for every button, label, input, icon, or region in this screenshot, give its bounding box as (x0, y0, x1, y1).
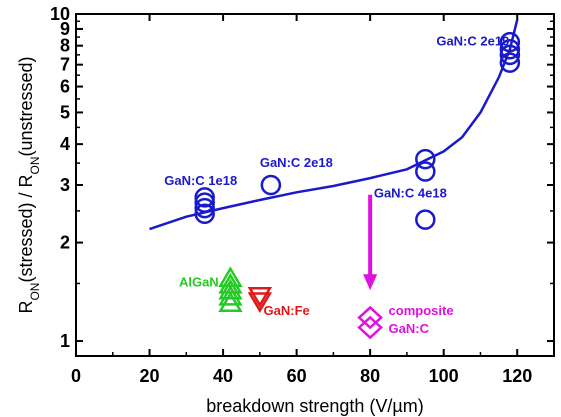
data-point-triangle-up (218, 266, 243, 288)
fit-curve (149, 19, 519, 231)
data-point-triangle-up (218, 291, 243, 313)
x-tick-label: 100 (429, 366, 459, 386)
data-point-circle (499, 39, 521, 60)
data-point-circle (194, 187, 215, 208)
y-tick-label: 9 (60, 19, 70, 39)
y-tick-label: 3 (60, 175, 70, 195)
data-point-circle (415, 209, 436, 230)
y-tick-label: 6 (60, 77, 70, 97)
annotation-label: GaN:Fe (264, 303, 310, 318)
y-tick-label: 4 (60, 134, 70, 154)
y-tick-label: 1 (60, 331, 70, 351)
fit-curve-group (149, 19, 519, 231)
x-tick-label: 60 (287, 366, 307, 386)
data-point-circle (194, 197, 215, 219)
y-tick-label: 8 (60, 36, 70, 56)
annotation-label: AlGaN (179, 274, 219, 289)
annotation-label: GaN:C 2e18 (260, 155, 333, 170)
x-tick-label: 20 (140, 366, 160, 386)
annotation-label: composite (389, 303, 454, 318)
arrow-head (363, 274, 378, 291)
data-point-circle (499, 31, 521, 53)
data-point-circle (415, 148, 436, 170)
data-point-triangle-up (218, 272, 243, 294)
data-point-triangle-down (247, 287, 273, 308)
x-tick-label: 0 (71, 366, 81, 386)
y-tick-label: 10 (50, 4, 70, 24)
y-axis-label: RON(stressed) / RON(unstressed) (16, 56, 42, 313)
data-point-circle (499, 52, 521, 73)
data-point-diamond (357, 315, 384, 340)
arrow-group (363, 194, 378, 291)
plot-frame (75, 13, 555, 357)
y-tick-label: 2 (60, 233, 70, 253)
data-point-triangle-up (218, 278, 243, 300)
y-tick-label: 5 (60, 102, 70, 122)
x-tick-label: 120 (502, 366, 532, 386)
x-axis-label: breakdown strength (V/µm) (206, 396, 423, 416)
data-point-circle (260, 174, 282, 196)
data-point-triangle-down (247, 292, 273, 313)
data-point-diamond (357, 305, 384, 330)
annotation-label: GaN:C 1e18 (164, 173, 237, 188)
data-point-circle (194, 203, 215, 225)
data-marks (194, 31, 521, 340)
data-point-circle (194, 192, 215, 213)
annotation-label: GaN:C (389, 321, 430, 336)
data-point-triangle-up (218, 284, 243, 306)
annotations: GaN:C 1e18 GaN:C 2e18 GaN:C 4e18 GaN:C 2e19… (164, 34, 509, 336)
y-tick-label: 7 (60, 55, 70, 75)
data-point-circle (499, 44, 521, 66)
annotation-label: GaN:C 2e19 (436, 34, 509, 49)
data-point-circle (415, 161, 436, 182)
annotation-label: GaN:C 4e18 (374, 185, 447, 200)
x-tick-label: 40 (213, 366, 233, 386)
x-tick-label: 80 (360, 366, 380, 386)
